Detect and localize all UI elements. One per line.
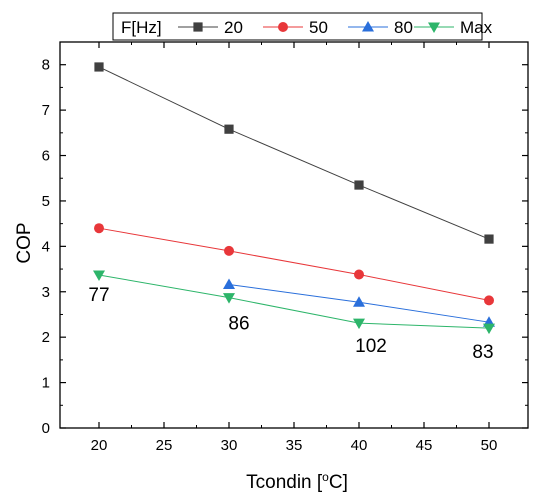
legend-marker (362, 21, 374, 32)
data-point (94, 223, 104, 234)
data-point (94, 62, 104, 72)
x-tick-label: 50 (481, 437, 498, 454)
x-tick-label: 20 (91, 437, 108, 454)
legend-label: 80 (394, 18, 413, 37)
data-point (223, 278, 235, 289)
x-tick-label: 25 (156, 437, 173, 454)
data-point (484, 234, 494, 244)
y-axis-title: COP (14, 222, 35, 263)
y-tick-label: 8 (42, 57, 50, 74)
point-annotation: 86 (228, 314, 249, 335)
y-tick-label: 7 (42, 102, 50, 119)
plot-frame (59, 41, 529, 429)
point-annotation: 77 (88, 285, 109, 306)
series-max (93, 270, 495, 335)
data-point (354, 269, 364, 280)
point-annotation: 83 (472, 342, 493, 363)
data-point (483, 323, 495, 335)
series-line-max (98, 274, 490, 329)
legend-label: 20 (224, 18, 243, 37)
y-tick-label: 4 (42, 238, 50, 255)
legend-marker (193, 22, 203, 32)
data-point (223, 293, 235, 304)
series-20 (94, 62, 494, 244)
legend-label: 50 (309, 18, 328, 37)
data-point (93, 270, 105, 281)
x-tick-label: 30 (221, 437, 238, 454)
y-tick-label: 0 (42, 420, 50, 437)
data-point (353, 318, 365, 330)
series-50 (94, 223, 494, 306)
legend: F[Hz] 20 50 80 Max (112, 12, 493, 41)
series-line-50 (98, 227, 490, 301)
y-tick-label: 2 (42, 329, 50, 346)
series-line-20 (98, 66, 490, 240)
data-point (484, 295, 494, 306)
x-tick-label: 40 (351, 437, 368, 454)
data-point (224, 124, 234, 134)
legend-marker (278, 22, 288, 32)
series-layer (93, 62, 495, 335)
y-tick-label: 3 (42, 284, 50, 301)
x-tick-label: 45 (416, 437, 433, 454)
y-tick-label: 5 (42, 193, 50, 210)
legend-label: Max (460, 18, 493, 37)
data-point (354, 180, 364, 190)
y-tick-label: 1 (42, 375, 50, 392)
data-point (353, 296, 365, 307)
data-point (224, 245, 234, 256)
annotations: 77 86 102 83 (88, 285, 493, 363)
legend-marker (428, 22, 440, 33)
legend-title: F[Hz] (121, 18, 162, 37)
point-annotation: 102 (355, 336, 387, 357)
x-tick-label: 35 (286, 437, 303, 454)
x-axis-title: Tcondin [oC] (246, 470, 348, 493)
y-tick-label: 6 (42, 148, 50, 165)
